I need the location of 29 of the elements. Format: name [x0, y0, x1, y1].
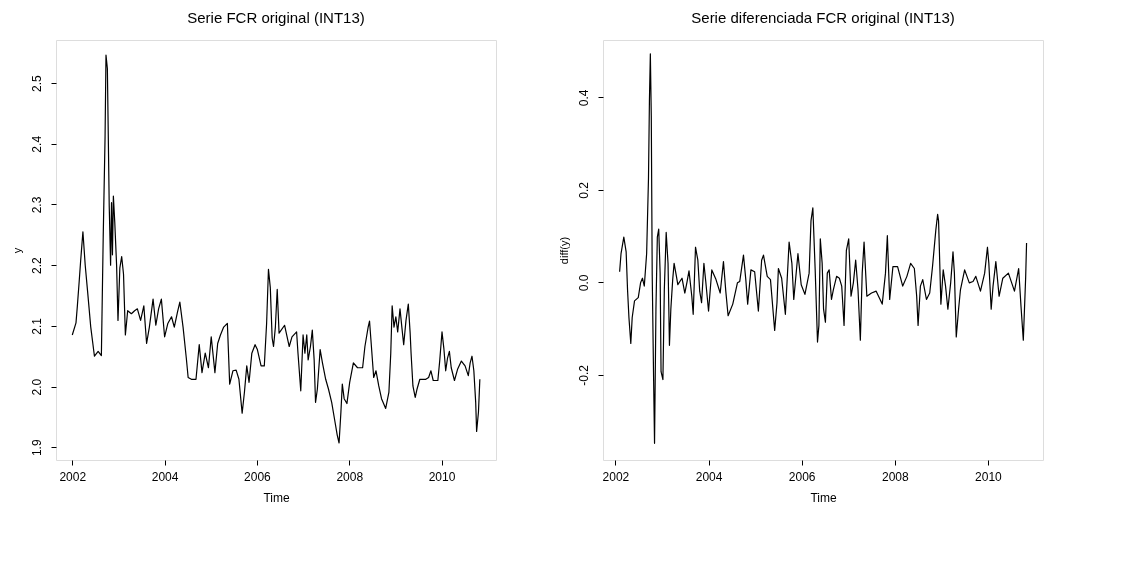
x-tick-label: 2006	[788, 469, 816, 484]
y-tick-label: 2.4	[29, 135, 44, 153]
y-tick-label: 0.2	[576, 181, 591, 199]
y-tick-label: 0.0	[576, 274, 591, 292]
x-tick-label: 2004	[151, 469, 179, 484]
chart-title: Serie FCR original (INT13)	[187, 9, 365, 26]
x-tick-label: 2008	[336, 469, 364, 484]
y-axis-title: y	[10, 247, 23, 254]
y-tick-label: 2.3	[29, 196, 44, 214]
x-axis-title: Time	[810, 490, 837, 505]
x-tick-label: 2004	[695, 469, 723, 484]
x-tick-label: 2008	[881, 469, 909, 484]
chart-title: Serie diferenciada FCR original (INT13)	[691, 9, 955, 26]
x-axis-title: Time	[263, 490, 290, 505]
x-tick-label: 2010	[975, 469, 1003, 484]
y-tick-label: 2.2	[29, 257, 44, 275]
y-tick-label: -0.2	[576, 364, 591, 386]
x-tick-label: 2006	[244, 469, 272, 484]
y-tick-label: 0.4	[576, 89, 591, 107]
x-tick-label: 2010	[428, 469, 456, 484]
y-tick-label: 2.0	[29, 378, 44, 396]
line-series	[71, 54, 481, 444]
y-tick-label: 1.9	[29, 439, 44, 457]
line-series	[619, 53, 1028, 444]
x-tick-label: 2002	[59, 469, 87, 484]
y-axis-title: diff(y)	[557, 236, 570, 265]
y-tick-label: 2.5	[29, 74, 44, 92]
x-tick-label: 2002	[602, 469, 630, 484]
y-tick-label: 2.1	[29, 317, 44, 335]
